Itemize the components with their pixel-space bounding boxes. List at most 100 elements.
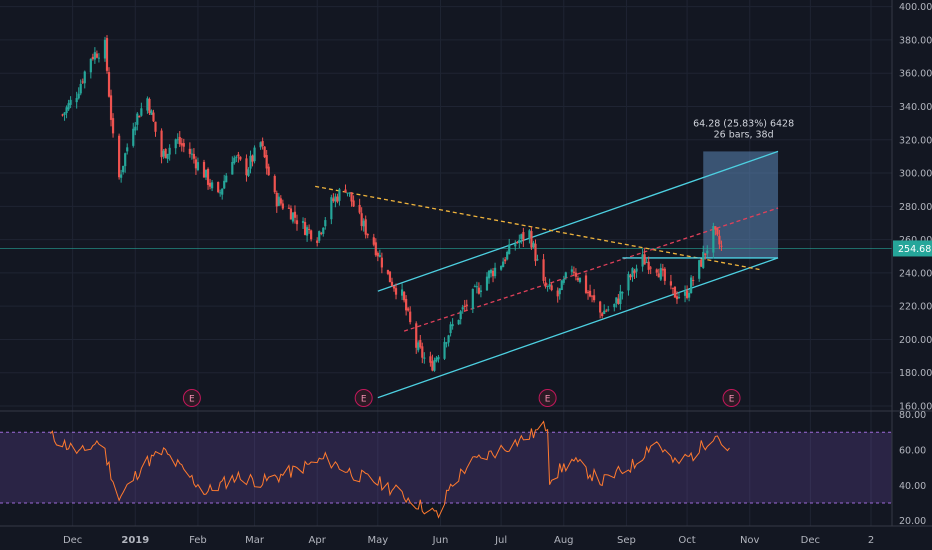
grid <box>0 0 892 526</box>
candle-body <box>126 147 129 152</box>
candle-body <box>293 211 297 218</box>
candle-body <box>352 200 355 207</box>
candle-body <box>360 213 363 226</box>
trendline-resistance[interactable] <box>315 185 760 271</box>
candle-body <box>89 58 92 73</box>
candle-body <box>502 261 505 268</box>
candle-body <box>574 272 578 277</box>
candle-body <box>164 148 167 158</box>
candle-body <box>687 292 691 298</box>
earnings-marker[interactable] <box>182 389 201 407</box>
candle-body <box>704 253 707 256</box>
x-tick-label: Nov <box>740 535 760 546</box>
candle-body <box>685 290 689 299</box>
trendline-channel-upper[interactable] <box>377 150 779 292</box>
candle-body <box>615 297 618 304</box>
candle-body <box>388 271 392 283</box>
candle-body <box>295 220 299 225</box>
candle-body <box>344 189 347 193</box>
candle-body <box>118 135 121 178</box>
candle-body <box>671 287 675 289</box>
candle-body <box>231 161 234 175</box>
candle-body <box>348 192 351 194</box>
candle-body <box>253 147 256 162</box>
trendline-channel-lower[interactable] <box>377 257 779 399</box>
candle-body <box>132 128 135 146</box>
candle-body <box>690 277 693 294</box>
candle-body <box>576 278 580 281</box>
candle-body <box>366 233 369 236</box>
candle-body <box>330 197 333 220</box>
earnings-marker[interactable] <box>354 389 373 407</box>
candle-body <box>140 108 143 116</box>
candle-body <box>275 192 278 207</box>
candle-body <box>245 158 248 176</box>
candle-body <box>516 242 519 244</box>
x-tick-label: 2019 <box>121 535 149 546</box>
candle-body <box>534 243 537 262</box>
candle-body <box>376 252 379 257</box>
candle-body <box>247 169 250 176</box>
candle-body <box>518 239 521 244</box>
candle-body <box>447 335 450 343</box>
candle-body <box>206 168 210 185</box>
candle-body <box>79 83 82 94</box>
candle-body <box>473 286 476 288</box>
candle-body <box>572 271 575 273</box>
candle-body <box>592 295 596 301</box>
earnings-marker-label: E <box>729 395 735 405</box>
y-tick-label: 300.00 <box>899 169 932 180</box>
x-tick-label: Jun <box>432 535 449 546</box>
candle-body <box>202 161 206 178</box>
candle-body <box>146 98 149 111</box>
candle-body <box>386 269 390 274</box>
candle-body <box>669 281 673 286</box>
candle-body <box>320 232 323 234</box>
candle-body <box>603 310 606 314</box>
candle-body <box>613 304 616 308</box>
candle-body <box>394 288 398 295</box>
candle-body <box>407 308 410 311</box>
candle-body <box>322 227 325 234</box>
candle-body <box>500 266 503 270</box>
candle-body <box>405 298 408 311</box>
candle-body <box>506 251 509 260</box>
candle-body <box>714 226 717 230</box>
candle-body <box>176 139 179 141</box>
candle-body <box>631 268 634 277</box>
oscillator-y-tick-label: 80.00 <box>899 410 926 421</box>
y-tick-label: 360.00 <box>899 69 932 80</box>
candle-body <box>661 268 664 271</box>
y-tick-label: 200.00 <box>899 335 932 346</box>
candle-body <box>261 141 264 147</box>
earnings-marker[interactable] <box>538 389 557 407</box>
candle-body <box>463 305 466 307</box>
earnings-marker[interactable] <box>722 389 741 407</box>
candle-body <box>223 180 226 189</box>
candle-body <box>81 81 84 83</box>
candle-body <box>599 301 602 313</box>
candle-body <box>77 93 80 99</box>
candle-body <box>663 268 666 281</box>
candle-body <box>590 295 594 297</box>
candle-body <box>504 259 507 262</box>
measure-rect[interactable] <box>703 151 779 258</box>
candle-body <box>138 115 141 118</box>
candle-body <box>219 192 222 194</box>
oscillator-panel <box>0 410 932 519</box>
y-tick-label: 220.00 <box>899 302 932 313</box>
candle-body <box>374 242 377 256</box>
candle-body <box>657 273 660 278</box>
oscillator-line <box>50 420 730 519</box>
candle-body <box>336 196 339 202</box>
candle-body <box>459 311 462 320</box>
candle-body <box>120 174 123 178</box>
candle-body <box>536 259 539 261</box>
y-tick-label: 380.00 <box>899 35 932 46</box>
candle-body <box>520 234 523 239</box>
x-tick-label: 2 <box>868 535 874 546</box>
